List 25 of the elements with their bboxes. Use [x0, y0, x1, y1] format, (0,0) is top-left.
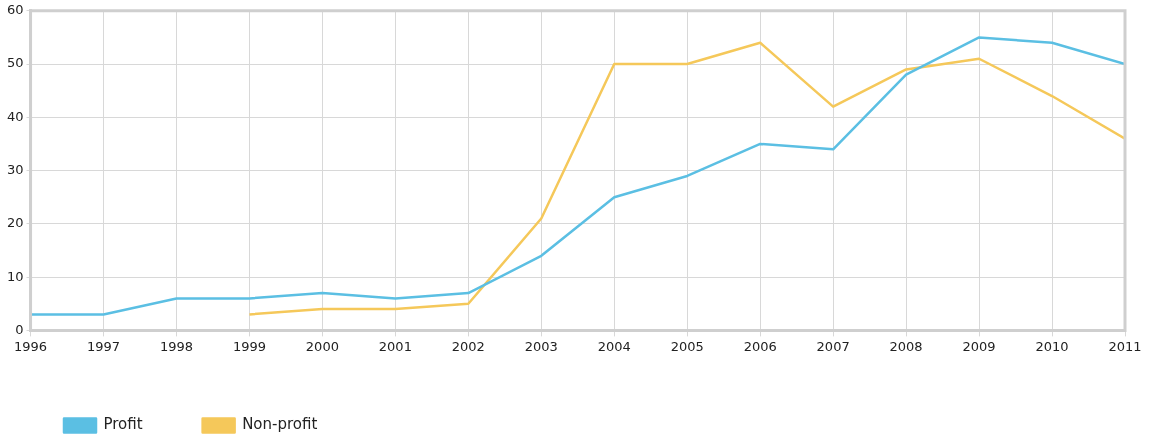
- x-tick-label: 2004: [597, 338, 631, 354]
- y-tick-label: 40: [7, 108, 24, 124]
- y-tick-label: 30: [7, 161, 24, 177]
- x-tick-label: 1998: [159, 338, 194, 354]
- x-tick-label: 2007: [816, 338, 850, 354]
- x-tick-label: 2006: [743, 338, 777, 354]
- x-tick-label: 1999: [232, 338, 266, 354]
- y-tick-label: 20: [7, 215, 24, 231]
- y-tick-label: 60: [7, 2, 24, 18]
- x-tick-label: 2005: [670, 338, 704, 354]
- x-tick-label: 2003: [524, 338, 558, 354]
- x-tick-label: 2008: [889, 338, 923, 354]
- x-tick-label: 2000: [305, 338, 339, 354]
- y-tick-label: 0: [15, 321, 24, 337]
- x-tick-label: 2009: [962, 338, 996, 354]
- y-tick-label: 50: [7, 55, 24, 71]
- x-tick-label: 2002: [451, 338, 485, 354]
- legend-label: Profit: [103, 415, 143, 434]
- legend-label: Non-profit: [242, 415, 318, 434]
- x-tick-label: 1996: [14, 338, 48, 354]
- x-tick-label: 2011: [1108, 338, 1142, 354]
- x-tick-label: 2010: [1035, 338, 1069, 354]
- x-tick-label: 1997: [86, 338, 121, 354]
- x-tick-label: 2001: [378, 338, 412, 354]
- y-tick-label: 10: [7, 268, 24, 284]
